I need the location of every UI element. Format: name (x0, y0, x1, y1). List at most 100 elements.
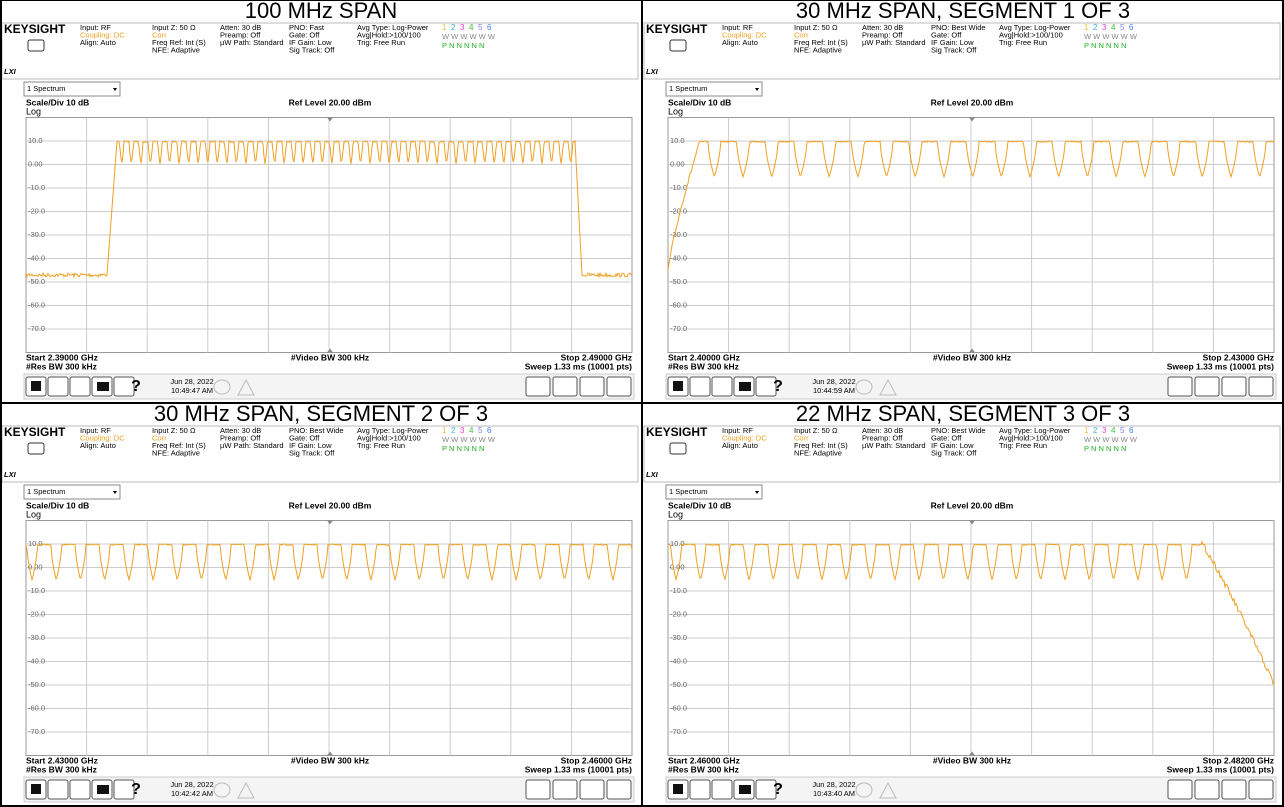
trace-number: 5 (1120, 426, 1125, 435)
touch-button[interactable] (552, 779, 578, 800)
redo-button[interactable] (711, 376, 733, 397)
video-bw: #Video BW 300 kHz (933, 755, 1011, 765)
trace-number: 4 (1111, 426, 1116, 435)
windows-icon (31, 381, 41, 391)
sweep: Sweep 1.33 ms (10001 pts) (1167, 361, 1274, 371)
help-button[interactable] (113, 376, 135, 397)
layout-button[interactable] (1221, 376, 1247, 397)
dropdown[interactable] (23, 81, 121, 97)
y-axis-label: -30.0 (28, 230, 45, 239)
y-axis-label: 10.0 (670, 539, 685, 548)
header-field: Trig: Free Run (999, 38, 1047, 47)
header-field: Corr (152, 433, 167, 442)
touch-button[interactable] (1194, 779, 1220, 800)
undo-button[interactable] (47, 376, 69, 397)
center-marker (969, 751, 975, 756)
y-axis-label: -70.0 (28, 727, 45, 736)
header-field: NFE: Adaptive (152, 45, 200, 54)
header-field: Coupling: DC (722, 433, 767, 442)
dropdown[interactable] (23, 484, 121, 500)
header-field: Freq Ref: Int (S) (794, 38, 848, 47)
start-freq: Start 2.46000 GHz (668, 755, 740, 765)
trace (25, 139, 633, 279)
dropdown-arrow (755, 491, 759, 494)
alert-icon (879, 781, 897, 799)
trace-number: 6 (487, 426, 492, 435)
keypad-button[interactable] (525, 779, 551, 800)
layout-button[interactable] (1221, 779, 1247, 800)
scale-label: Scale/Div 10 dB (26, 97, 89, 107)
windows-icon (31, 784, 41, 794)
start-freq: Start 2.43000 GHz (26, 755, 98, 765)
fullscreen-button[interactable] (1248, 376, 1274, 397)
ref-level: Ref Level 20.00 dBm (289, 500, 372, 510)
y-axis-label: -30.0 (670, 633, 687, 642)
touch-button[interactable] (1194, 376, 1220, 397)
remote-icon[interactable] (27, 442, 45, 455)
header-field: µW Path: Standard (862, 38, 926, 47)
help-button[interactable] (113, 779, 135, 800)
header-field: Trig: Free Run (357, 38, 405, 47)
remote-icon[interactable] (669, 39, 687, 52)
dropdown[interactable] (665, 484, 763, 500)
detectors: P N N N N N (1084, 444, 1126, 453)
ref-marker (969, 117, 975, 122)
header-field: IF Gain: Low (289, 441, 332, 450)
trace-number: 1 (442, 23, 447, 32)
header-field: Avg Type: Log-Power (999, 426, 1071, 435)
header-field: Sig Track: Off (289, 448, 335, 457)
undo-button[interactable] (689, 779, 711, 800)
trace-number: 3 (460, 426, 465, 435)
header-field: IF Gain: Low (289, 38, 332, 47)
header-field: Coupling: DC (80, 433, 125, 442)
stop-freq: Stop 2.48200 GHz (1203, 755, 1274, 765)
help-button[interactable] (755, 376, 777, 397)
trace-number: 5 (478, 426, 483, 435)
res-bw: #Res BW 300 kHz (26, 764, 97, 774)
fullscreen-button[interactable] (1248, 779, 1274, 800)
y-axis-label: 0.00 (28, 159, 43, 168)
y-axis-label: -40.0 (28, 253, 45, 262)
fullscreen-button[interactable] (606, 779, 632, 800)
keypad-button[interactable] (525, 376, 551, 397)
touch-button[interactable] (552, 376, 578, 397)
trace-number: 6 (1129, 426, 1134, 435)
undo-button[interactable] (47, 779, 69, 800)
ref-level: Ref Level 20.00 dBm (931, 500, 1014, 510)
layout-button[interactable] (579, 376, 605, 397)
trace-types: W W W W W W (442, 435, 496, 444)
fullscreen-button[interactable] (606, 376, 632, 397)
remote-icon[interactable] (669, 442, 687, 455)
res-bw: #Res BW 300 kHz (668, 361, 739, 371)
trace-number: 4 (469, 23, 474, 32)
header-field: Align: Auto (80, 441, 116, 450)
redo-button[interactable] (711, 779, 733, 800)
y-axis-label: -50.0 (670, 277, 687, 286)
trace-number: 5 (1120, 23, 1125, 32)
remote-icon[interactable] (27, 39, 45, 52)
undo-button[interactable] (689, 376, 711, 397)
trace-number: 4 (1111, 23, 1116, 32)
keypad-button[interactable] (1167, 779, 1193, 800)
header-field: Align: Auto (80, 38, 116, 47)
trace-number: 2 (1093, 426, 1098, 435)
redo-button[interactable] (69, 779, 91, 800)
help-icon: ? (131, 781, 141, 798)
dropdown-label: 1 Spectrum (27, 84, 65, 93)
y-axis-label: -50.0 (670, 680, 687, 689)
stop-freq: Stop 2.46000 GHz (561, 755, 632, 765)
trace-number: 3 (460, 23, 465, 32)
trace-number: 6 (487, 23, 492, 32)
windows-icon (673, 784, 683, 794)
y-axis-label: -50.0 (28, 680, 45, 689)
header-field: Atten: 30 dB (220, 426, 261, 435)
redo-button[interactable] (69, 376, 91, 397)
layout-button[interactable] (579, 779, 605, 800)
keypad-button[interactable] (1167, 376, 1193, 397)
sweep: Sweep 1.33 ms (10001 pts) (525, 361, 632, 371)
help-button[interactable] (755, 779, 777, 800)
y-axis-label: -50.0 (28, 277, 45, 286)
dropdown[interactable] (665, 81, 763, 97)
y-axis-label: -10.0 (28, 586, 45, 595)
header-field: Atten: 30 dB (862, 23, 903, 32)
